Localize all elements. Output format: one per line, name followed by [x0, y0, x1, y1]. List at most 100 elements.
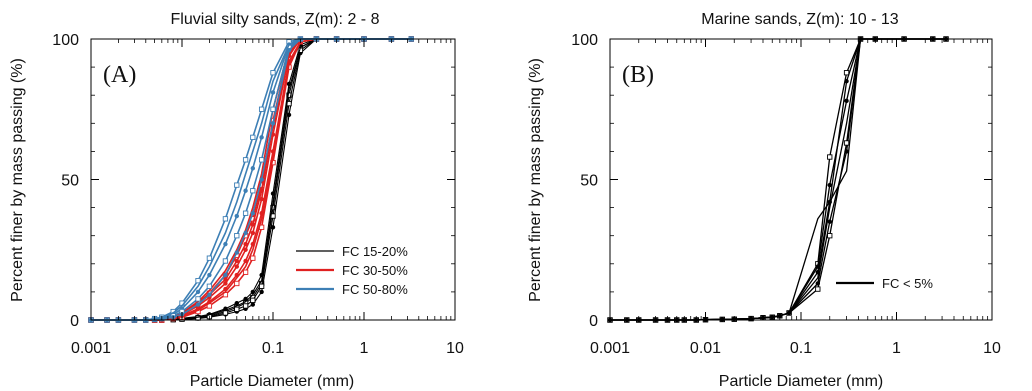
y-axis: 0 50 100 — [52, 32, 455, 330]
y-tick-label: 0 — [589, 313, 598, 330]
data-point — [234, 280, 240, 287]
data-point — [270, 70, 276, 76]
chart-panel-b: Marine sands, Z(m): 10 - 13 (B) Particle… — [527, 11, 1001, 390]
panel-label: (B) — [622, 62, 654, 88]
data-point — [250, 222, 256, 227]
x-tick-label: 1 — [360, 340, 369, 357]
legend-label: FC 30-50% — [342, 263, 408, 278]
y-axis: 0 50 100 — [571, 32, 992, 330]
x-axis-label: Particle Diameter (mm) — [190, 373, 354, 390]
chart-title: Marine sands, Z(m): 10 - 13 — [701, 11, 899, 28]
panel-label: (A) — [103, 62, 136, 88]
data-point — [242, 157, 249, 163]
data-point — [206, 283, 213, 289]
y-tick-label: 0 — [70, 313, 79, 330]
y-tick-label: 50 — [61, 173, 79, 190]
y-axis-label: Percent finer by mass passing (%) — [9, 58, 26, 302]
data-point — [250, 188, 256, 194]
x-axis: 0.001 0.01 0.1 1 10 — [71, 39, 464, 357]
data-point — [250, 166, 256, 171]
data-point — [827, 233, 833, 239]
data-point — [223, 277, 228, 282]
data-point — [222, 216, 229, 222]
data-point — [222, 258, 229, 264]
data-point — [222, 310, 229, 316]
data-point — [234, 300, 239, 306]
data-point — [259, 177, 264, 182]
data-point — [234, 250, 239, 255]
data-point — [815, 286, 821, 292]
data-point — [844, 98, 849, 104]
data-point — [242, 210, 249, 216]
data-point — [234, 264, 239, 269]
data-point — [258, 283, 265, 289]
data-point — [250, 297, 256, 303]
data-point — [207, 272, 212, 278]
legend-label: FC < 5% — [882, 276, 933, 291]
x-tick-label: 0.1 — [262, 340, 284, 357]
data-point — [250, 302, 256, 307]
data-point — [270, 121, 276, 126]
data-point — [234, 182, 240, 188]
data-point — [250, 255, 256, 261]
data-point — [270, 90, 276, 95]
data-point — [242, 269, 249, 275]
data-point — [243, 230, 248, 236]
data-point — [259, 289, 264, 295]
x-axis-label: Particle Diameter (mm) — [719, 373, 883, 390]
data-point — [234, 258, 239, 264]
legend-label: FC 50-80% — [342, 282, 408, 297]
data-point — [195, 302, 201, 307]
x-tick-label: 0.01 — [166, 340, 197, 357]
data-point — [195, 289, 201, 295]
data-point — [259, 188, 264, 193]
plot-frame — [609, 38, 993, 321]
data-point — [827, 154, 833, 160]
y-tick-label: 100 — [571, 32, 598, 49]
legend-label: FC 15-20% — [342, 244, 408, 259]
x-tick-label: 0.001 — [590, 340, 630, 357]
data-point — [243, 247, 248, 252]
data-point — [223, 272, 228, 278]
chart-panel-a: Fluvial silty sands, Z(m): 2 - 8 (A) Par… — [9, 11, 464, 390]
data-point — [234, 233, 240, 239]
data-point — [844, 78, 849, 84]
legend: FC 15-20% FC 30-50% FC 50-80% — [296, 244, 408, 297]
data-point — [195, 296, 201, 302]
x-tick-label: 0.01 — [690, 340, 721, 357]
data-point — [195, 278, 201, 284]
data-point — [827, 219, 832, 224]
data-point — [242, 303, 249, 309]
data-point — [243, 296, 248, 302]
data-point — [258, 157, 265, 163]
y-axis-label: Percent finer by mass passing (%) — [527, 58, 544, 302]
data-point — [259, 135, 264, 140]
data-point — [223, 281, 228, 286]
legend: FC < 5% — [836, 276, 933, 291]
data-point — [250, 211, 256, 216]
x-tick-label: 0.001 — [71, 340, 111, 357]
data-point — [243, 241, 248, 247]
x-axis: 0.001 0.01 0.1 1 10 — [590, 39, 1001, 357]
data-point — [258, 106, 265, 112]
chart-title: Fluvial silty sands, Z(m): 2 - 8 — [171, 11, 380, 28]
series-group — [88, 36, 414, 323]
x-tick-label: 10 — [983, 340, 1001, 357]
y-tick-label: 50 — [580, 173, 598, 190]
x-tick-label: 1 — [892, 340, 901, 357]
data-point — [827, 182, 832, 188]
x-tick-label: 10 — [446, 340, 464, 357]
data-point — [234, 306, 240, 312]
data-point — [234, 213, 239, 219]
data-point — [207, 292, 212, 297]
data-point — [243, 188, 248, 193]
y-tick-label: 100 — [52, 32, 79, 49]
x-tick-label: 0.1 — [790, 340, 812, 357]
data-point — [843, 70, 850, 76]
data-point — [223, 241, 228, 247]
data-point — [250, 134, 256, 140]
data-point — [843, 140, 850, 146]
data-point — [250, 230, 256, 236]
data-point — [270, 106, 276, 112]
